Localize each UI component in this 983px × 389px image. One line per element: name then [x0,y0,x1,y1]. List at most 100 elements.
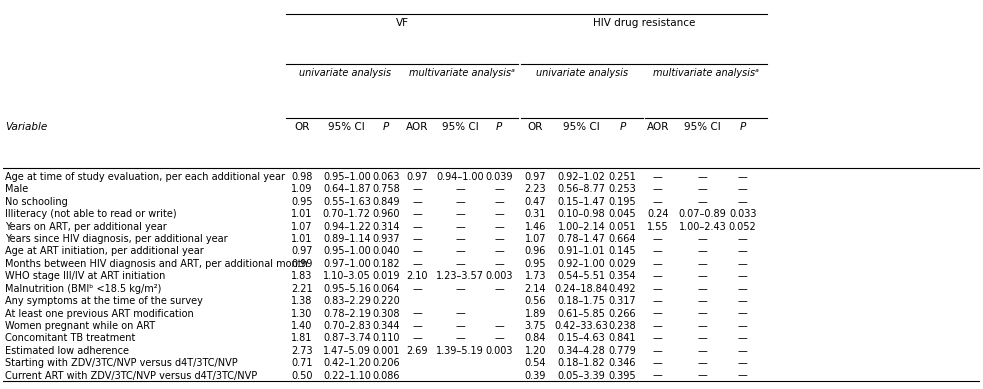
Text: 95% CI: 95% CI [563,122,600,131]
Text: —: — [738,321,748,331]
Text: 0.42–33.63: 0.42–33.63 [554,321,608,331]
Text: —: — [494,222,504,231]
Text: —: — [455,234,465,244]
Text: Years on ART, per additional year: Years on ART, per additional year [5,222,166,231]
Text: 0.91–1.01: 0.91–1.01 [557,247,606,256]
Text: —: — [738,271,748,281]
Text: —: — [698,308,708,319]
Text: —: — [698,371,708,380]
Text: 0.97: 0.97 [525,172,547,182]
Text: —: — [494,234,504,244]
Text: Illiteracy (not able to read or write): Illiteracy (not able to read or write) [5,209,176,219]
Text: —: — [455,333,465,343]
Text: —: — [412,259,422,269]
Text: 0.758: 0.758 [372,184,400,194]
Text: —: — [412,308,422,319]
Text: 0.266: 0.266 [608,308,636,319]
Text: 2.14: 2.14 [525,284,547,294]
Text: 0.086: 0.086 [373,371,400,380]
Text: 2.23: 2.23 [525,184,547,194]
Text: 0.92–1.02: 0.92–1.02 [557,172,606,182]
Text: —: — [698,346,708,356]
Text: 0.64–1.87: 0.64–1.87 [323,184,371,194]
Text: 1.09: 1.09 [291,184,313,194]
Text: 0.841: 0.841 [608,333,636,343]
Text: 0.54–5.51: 0.54–5.51 [557,271,606,281]
Text: 0.664: 0.664 [608,234,636,244]
Text: —: — [738,371,748,380]
Text: 0.238: 0.238 [608,321,636,331]
Text: 0.039: 0.039 [486,172,513,182]
Text: 0.937: 0.937 [373,234,400,244]
Text: 0.960: 0.960 [373,209,400,219]
Text: —: — [412,222,422,231]
Text: 0.314: 0.314 [373,222,400,231]
Text: 0.98: 0.98 [291,172,313,182]
Text: 2.10: 2.10 [406,271,428,281]
Text: P: P [619,122,625,131]
Text: 0.31: 0.31 [525,209,547,219]
Text: Variable: Variable [5,122,47,131]
Text: 3.75: 3.75 [525,321,547,331]
Text: 0.05–3.39: 0.05–3.39 [557,371,606,380]
Text: —: — [738,259,748,269]
Text: —: — [494,284,504,294]
Text: 0.308: 0.308 [373,308,400,319]
Text: 1.10–3.05: 1.10–3.05 [323,271,371,281]
Text: —: — [412,333,422,343]
Text: —: — [738,333,748,343]
Text: —: — [653,234,663,244]
Text: 0.15–1.47: 0.15–1.47 [557,197,606,207]
Text: 0.61–5.85: 0.61–5.85 [557,308,606,319]
Text: 0.24: 0.24 [647,209,668,219]
Text: —: — [738,234,748,244]
Text: 1.81: 1.81 [291,333,313,343]
Text: —: — [653,321,663,331]
Text: —: — [653,172,663,182]
Text: 1.01: 1.01 [291,209,313,219]
Text: —: — [698,259,708,269]
Text: —: — [455,259,465,269]
Text: 0.96: 0.96 [525,247,547,256]
Text: 0.70–1.72: 0.70–1.72 [322,209,371,219]
Text: univariate analysis: univariate analysis [536,68,628,78]
Text: 0.10–0.98: 0.10–0.98 [557,209,606,219]
Text: —: — [653,259,663,269]
Text: P: P [496,122,502,131]
Text: AOR: AOR [406,122,429,131]
Text: 0.001: 0.001 [373,346,400,356]
Text: Male: Male [5,184,28,194]
Text: —: — [698,184,708,194]
Text: 0.003: 0.003 [486,271,513,281]
Text: 1.83: 1.83 [291,271,313,281]
Text: 0.033: 0.033 [729,209,757,219]
Text: —: — [494,259,504,269]
Text: Months between HIV diagnosis and ART, per additional month: Months between HIV diagnosis and ART, pe… [5,259,308,269]
Text: —: — [455,284,465,294]
Text: —: — [738,247,748,256]
Text: —: — [653,346,663,356]
Text: 0.195: 0.195 [608,197,636,207]
Text: 0.42–1.20: 0.42–1.20 [322,358,371,368]
Text: —: — [653,184,663,194]
Text: —: — [455,209,465,219]
Text: VF: VF [395,18,409,28]
Text: 0.051: 0.051 [608,222,636,231]
Text: 0.95–1.00: 0.95–1.00 [323,172,371,182]
Text: 1.89: 1.89 [525,308,547,319]
Text: 0.040: 0.040 [373,247,400,256]
Text: —: — [653,197,663,207]
Text: multivariate analysisᵃ: multivariate analysisᵃ [409,68,515,78]
Text: 95% CI: 95% CI [328,122,366,131]
Text: —: — [653,358,663,368]
Text: 0.87–3.74: 0.87–3.74 [322,333,371,343]
Text: 0.253: 0.253 [608,184,636,194]
Text: 0.39: 0.39 [525,371,547,380]
Text: —: — [653,247,663,256]
Text: 1.23–3.57: 1.23–3.57 [436,271,485,281]
Text: 0.019: 0.019 [373,271,400,281]
Text: —: — [738,358,748,368]
Text: 0.47: 0.47 [525,197,547,207]
Text: —: — [412,247,422,256]
Text: —: — [653,271,663,281]
